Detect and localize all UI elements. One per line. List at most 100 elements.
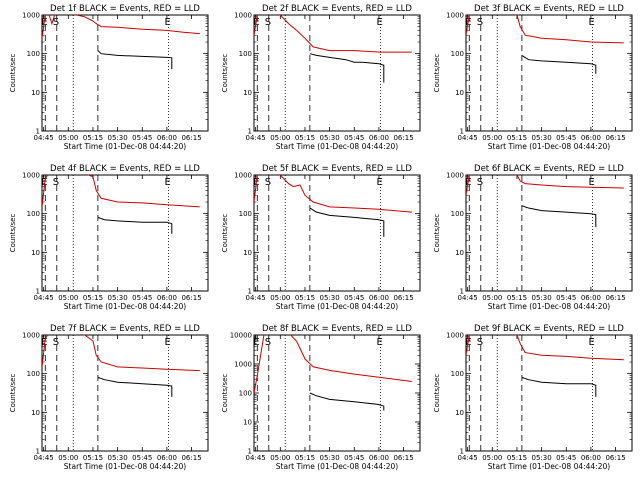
series-line-lld	[254, 335, 412, 394]
marker-label: S	[477, 337, 483, 348]
marker-label: E	[253, 337, 259, 348]
marker-label: S	[53, 17, 59, 28]
series-line-events	[521, 205, 597, 228]
x-axis-label: Start Time (01-Dec-08 04:44:20)	[64, 142, 186, 151]
y-axis-label: Counts/sec	[221, 54, 229, 93]
series-line-lld	[466, 175, 624, 196]
plot-frame	[253, 174, 421, 292]
series-line-events	[97, 216, 173, 234]
x-tick-label: 06:15	[605, 134, 625, 142]
plot-frame	[465, 174, 633, 292]
y-tick-label: 10000	[230, 332, 252, 340]
chart-panel-8: Det 8f BLACK = Events, RED = LLD 04:45 05:…	[221, 324, 421, 471]
x-tick-label: 05:45	[344, 294, 364, 302]
x-tick-label: 05:30	[532, 294, 552, 302]
x-axis-label: Start Time (01-Dec-08 04:44:20)	[276, 462, 398, 471]
x-tick-label: 05:00	[270, 294, 290, 302]
series-line-lld	[466, 15, 624, 44]
x-tick-label: 05:15	[295, 454, 315, 462]
x-tick-label: 04:45	[246, 294, 266, 302]
y-tick-label: 1000	[234, 172, 252, 180]
chart-title: Det 4f BLACK = Events, RED = LLD	[50, 164, 200, 174]
x-tick-label: 05:45	[344, 134, 364, 142]
chart-panel-4: Det 4f BLACK = Events, RED = LLD 04:45 05:…	[9, 164, 209, 311]
x-axis-label: Start Time (01-Dec-08 04:44:20)	[488, 462, 610, 471]
y-axis-label: Counts/sec	[221, 214, 229, 253]
y-tick-label: 1	[36, 128, 40, 136]
series-line-events	[309, 207, 385, 237]
x-tick-label: 05:30	[108, 454, 128, 462]
marker-label: S	[53, 337, 59, 348]
series-line-lld	[254, 175, 412, 213]
x-tick-label: 05:30	[320, 294, 340, 302]
y-tick-label: 1	[248, 128, 252, 136]
series-line-lld	[42, 335, 200, 372]
x-tick-label: 06:00	[369, 294, 389, 302]
x-tick-label: 05:00	[270, 454, 290, 462]
plot-frame	[253, 14, 421, 132]
x-tick-label: 04:45	[34, 454, 54, 462]
x-axis-label: Start Time (01-Dec-08 04:44:20)	[276, 302, 398, 311]
x-axis-label: Start Time (01-Dec-08 04:44:20)	[488, 142, 610, 151]
y-axis-label: Counts/sec	[433, 214, 441, 253]
series-line-lld	[42, 175, 200, 208]
chart-title: Det 6f BLACK = Events, RED = LLD	[474, 164, 624, 174]
y-axis-label: Counts/sec	[9, 374, 17, 413]
y-axis-label: Counts/sec	[9, 54, 17, 93]
y-tick-label: 1000	[22, 172, 40, 180]
x-tick-label: 06:15	[181, 294, 201, 302]
x-tick-label: 06:15	[393, 134, 413, 142]
chart-panel-2: Det 2f BLACK = Events, RED = LLD 04:45 05:…	[221, 4, 421, 151]
x-tick-label: 05:45	[556, 294, 576, 302]
y-tick-label: 100	[451, 50, 464, 58]
y-axis-label: Counts/sec	[9, 214, 17, 253]
series-line-lld	[254, 15, 412, 53]
y-tick-label: 100	[239, 390, 252, 398]
y-tick-label: 10	[31, 409, 40, 417]
y-axis-label: Counts/sec	[433, 374, 441, 413]
x-tick-label: 05:45	[556, 134, 576, 142]
y-tick-label: 1	[460, 448, 464, 456]
marker-label: E	[377, 17, 383, 28]
x-tick-label: 05:45	[132, 134, 152, 142]
x-tick-label: 04:45	[458, 454, 478, 462]
chart-title: Det 3f BLACK = Events, RED = LLD	[474, 4, 624, 14]
x-axis-label: Start Time (01-Dec-08 04:44:20)	[488, 302, 610, 311]
x-tick-label: 05:00	[58, 294, 78, 302]
marker-label: E	[589, 337, 595, 348]
plot-frame	[41, 174, 209, 292]
y-tick-label: 1000	[22, 332, 40, 340]
series-line-events	[97, 376, 173, 397]
x-tick-label: 05:45	[556, 454, 576, 462]
chart-panel-6: Det 6f BLACK = Events, RED = LLD 04:45 05:…	[433, 164, 633, 311]
x-tick-label: 04:45	[458, 294, 478, 302]
y-tick-label: 1000	[446, 172, 464, 180]
x-tick-label: 05:15	[507, 134, 527, 142]
chart-title: Det 2f BLACK = Events, RED = LLD	[262, 4, 412, 14]
x-tick-label: 05:15	[83, 454, 103, 462]
y-tick-label: 10	[243, 419, 252, 427]
x-tick-label: 06:00	[581, 294, 601, 302]
y-tick-label: 1000	[22, 12, 40, 20]
x-tick-label: 05:30	[320, 134, 340, 142]
marker-label: E	[165, 337, 171, 348]
x-axis-label: Start Time (01-Dec-08 04:44:20)	[64, 462, 186, 471]
chart-title: Det 7f BLACK = Events, RED = LLD	[50, 324, 200, 334]
x-tick-label: 04:45	[246, 454, 266, 462]
x-tick-label: 05:45	[132, 454, 152, 462]
marker-label: E	[165, 17, 171, 28]
x-axis-label: Start Time (01-Dec-08 04:44:20)	[276, 142, 398, 151]
y-tick-label: 10	[455, 409, 464, 417]
marker-label: S	[477, 177, 483, 188]
chart-panel-9: Det 9f BLACK = Events, RED = LLD 04:45 05:…	[433, 324, 633, 471]
x-tick-label: 05:15	[83, 294, 103, 302]
y-tick-label: 1000	[234, 12, 252, 20]
marker-label: E	[589, 17, 595, 28]
x-tick-label: 06:00	[369, 454, 389, 462]
plot-frame	[41, 14, 209, 132]
x-tick-label: 06:00	[581, 134, 601, 142]
series-line-events	[521, 376, 597, 397]
x-tick-label: 06:00	[157, 454, 177, 462]
y-tick-label: 1	[36, 288, 40, 296]
x-tick-label: 06:15	[393, 294, 413, 302]
